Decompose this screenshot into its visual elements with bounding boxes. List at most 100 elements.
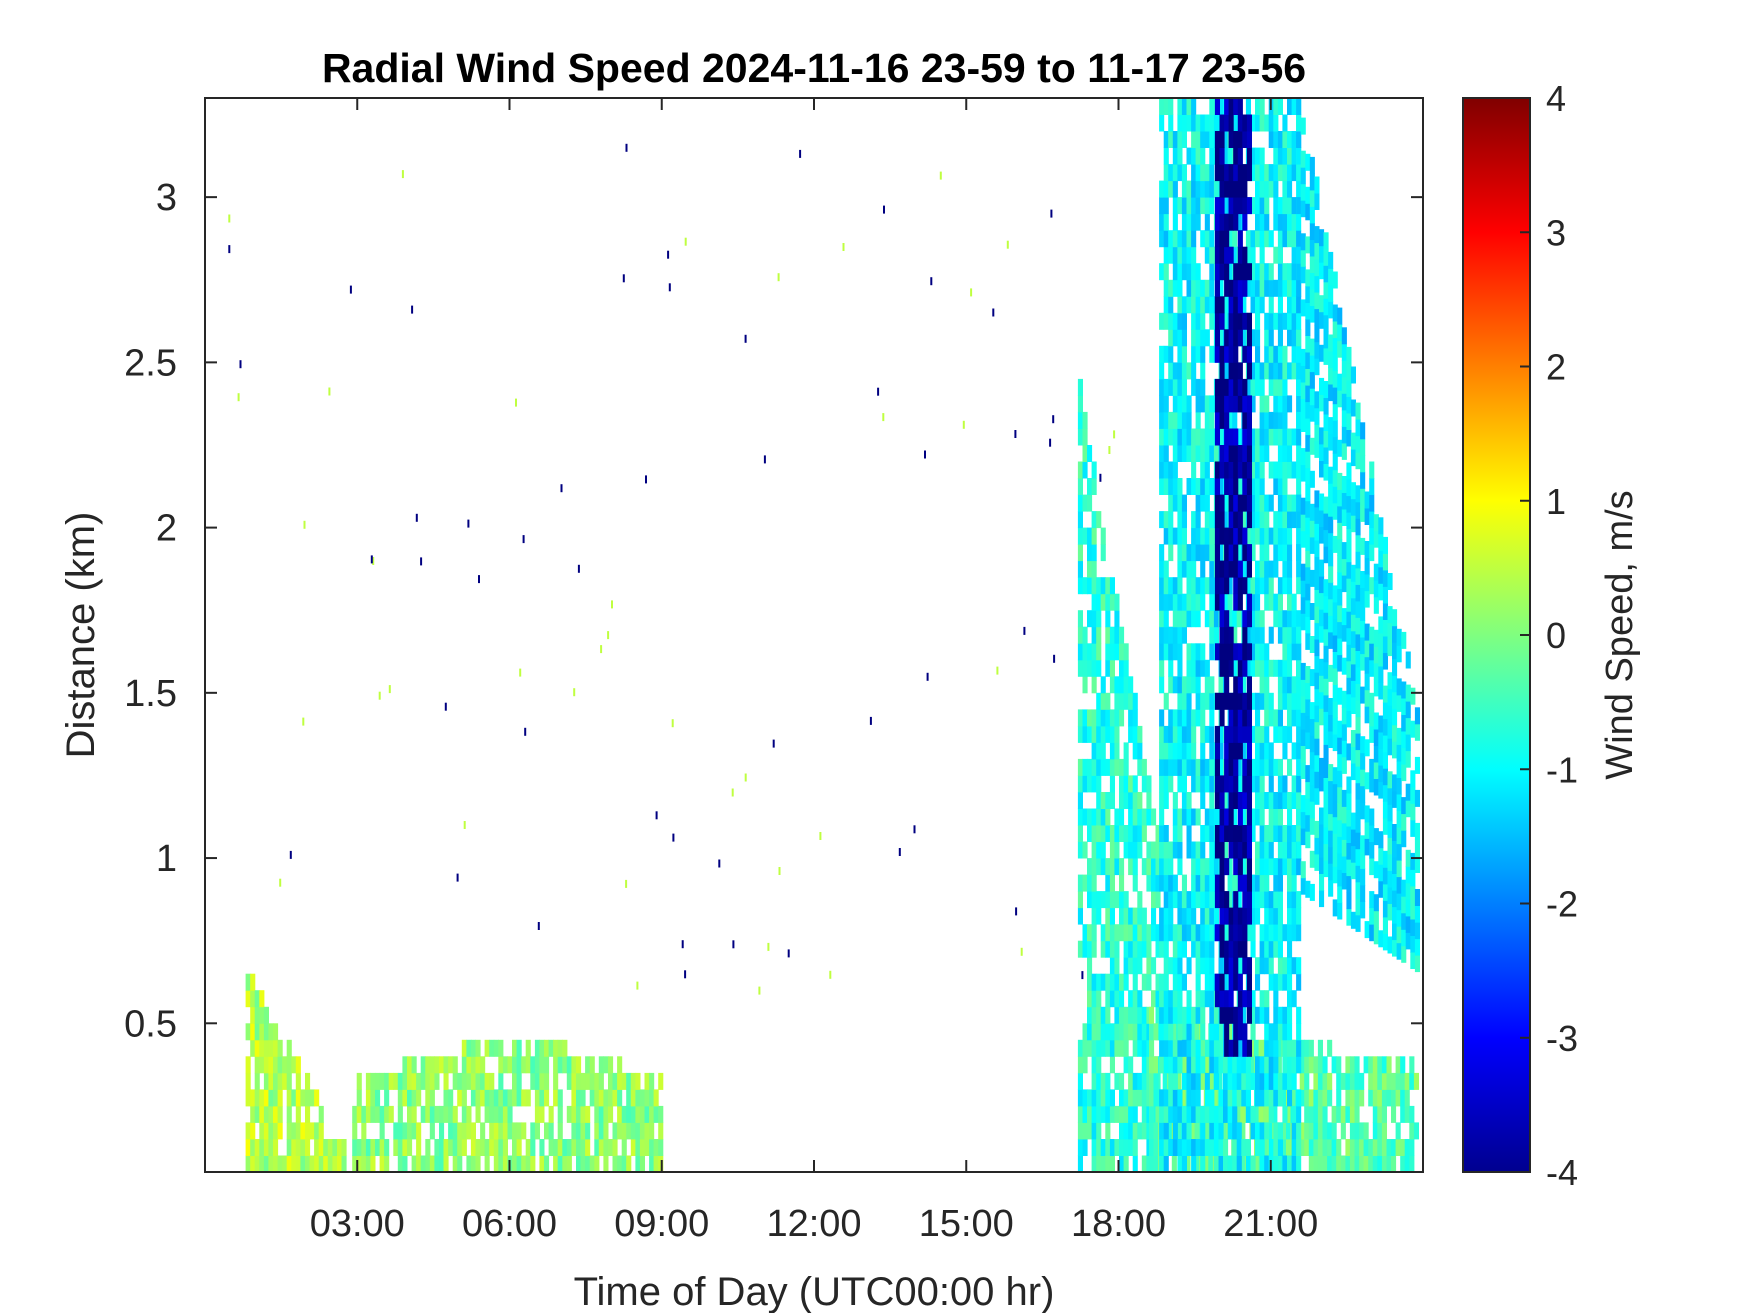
heatmap-cell [1159,1039,1165,1057]
heatmap-cell [1268,312,1274,330]
heatmap-cell [1146,1155,1152,1172]
heatmap-cell [1296,230,1302,248]
heatmap-cell [1296,742,1302,760]
heatmap-cell [1314,655,1320,673]
heatmap-cell [1277,659,1283,677]
heatmap-cell [1168,296,1174,314]
heatmap-cell [1369,775,1375,793]
heatmap-cell [1087,494,1093,512]
heatmap-cell [393,1139,399,1156]
heatmap-cell [1141,825,1147,842]
heatmap-cell [1264,395,1270,413]
heatmap-cell [457,1122,463,1140]
heatmap-cell [1264,742,1270,760]
heatmap-cell [1172,312,1178,330]
heatmap-cell [1181,511,1187,529]
heatmap-cell [1209,577,1215,595]
heatmap-cell [1323,761,1329,778]
heatmap-cell [397,1139,403,1156]
heatmap-cell [1123,792,1129,809]
heatmap-cell [1237,825,1243,842]
heatmap-cell [1015,907,1018,916]
heatmap-cell [1109,775,1115,793]
heatmap-cell [1273,478,1279,495]
heatmap-cell [1177,494,1183,512]
heatmap-cell [1296,213,1302,231]
heatmap-cell [1378,666,1384,683]
heatmap-cell [1128,709,1134,727]
heatmap-cell [1291,1105,1297,1123]
heatmap-cell [1214,643,1220,661]
heatmap-cell [1209,296,1215,314]
heatmap-cell [1159,1006,1165,1024]
heatmap-cell [439,1122,445,1140]
heatmap-cell [1360,884,1366,902]
heatmap-cell [1259,494,1265,512]
heatmap-cell [1309,520,1315,538]
heatmap-cell [557,1089,563,1107]
heatmap-cell [1332,535,1338,553]
heatmap-cell [1277,858,1283,876]
x-tick-label: 15:00 [919,1203,1014,1245]
heatmap-cell [1141,1155,1147,1172]
heatmap-cell [1163,858,1169,876]
heatmap-cell [1332,849,1338,867]
heatmap-cell [1350,647,1356,665]
heatmap-cell [1323,727,1329,745]
heatmap-cell [1382,751,1388,769]
heatmap-cell [1213,445,1219,462]
heatmap-cell [1186,478,1192,495]
heatmap-cell [1323,281,1329,299]
heatmap-cell [1378,930,1384,948]
heatmap-cell [1200,709,1206,727]
heatmap-cell [1105,1122,1111,1140]
heatmap-cell [1195,296,1201,314]
heatmap-cell [1332,899,1338,917]
heatmap-cell [1255,478,1261,495]
heatmap-cell [1287,527,1293,545]
heatmap-cell [402,1155,408,1172]
heatmap-cell [1246,825,1252,842]
heatmap-cell [1259,825,1265,842]
heatmap-cell [799,149,802,158]
heatmap-cell [1250,461,1256,479]
heatmap-cell [1387,688,1393,706]
heatmap-cell [1309,371,1315,389]
heatmap-cell [1319,460,1325,478]
heatmap-cell [1204,758,1210,776]
heatmap-cell [1114,1006,1120,1024]
heatmap-cell [1396,843,1402,861]
heatmap-cell [1224,445,1230,462]
heatmap-cell [1345,1155,1351,1172]
heatmap-cell [1159,775,1165,793]
heatmap-cell [1214,98,1220,115]
heatmap-cell [1296,1023,1302,1041]
heatmap-cell [1219,230,1225,248]
heatmap-cell [1228,907,1234,925]
heatmap-cell [1360,504,1366,522]
heatmap-cell [1236,1072,1242,1090]
heatmap-cell [1181,808,1187,826]
heatmap-cell [1264,957,1270,975]
heatmap-cell [1181,213,1187,231]
heatmap-cell [1273,808,1279,826]
heatmap-cell [1214,725,1220,743]
heatmap-cell [1327,1139,1333,1156]
heatmap-cell [1296,478,1302,495]
heatmap-cell [1237,792,1243,809]
heatmap-cell [1373,778,1379,796]
heatmap-cell [1200,1105,1206,1123]
heatmap-cell [1191,560,1197,578]
heatmap-cell [1224,577,1230,595]
heatmap-cell [1186,213,1192,231]
heatmap-cell [635,1105,641,1123]
heatmap-cell [254,1039,260,1057]
heatmap-cell [1378,732,1384,750]
heatmap-cell [1132,973,1138,991]
heatmap-cell [467,519,470,528]
heatmap-cell [1200,345,1206,363]
heatmap-cell [407,1139,413,1156]
heatmap-cell [1209,1006,1215,1024]
heatmap-cell [1237,808,1243,826]
heatmap-cell [1250,511,1256,529]
